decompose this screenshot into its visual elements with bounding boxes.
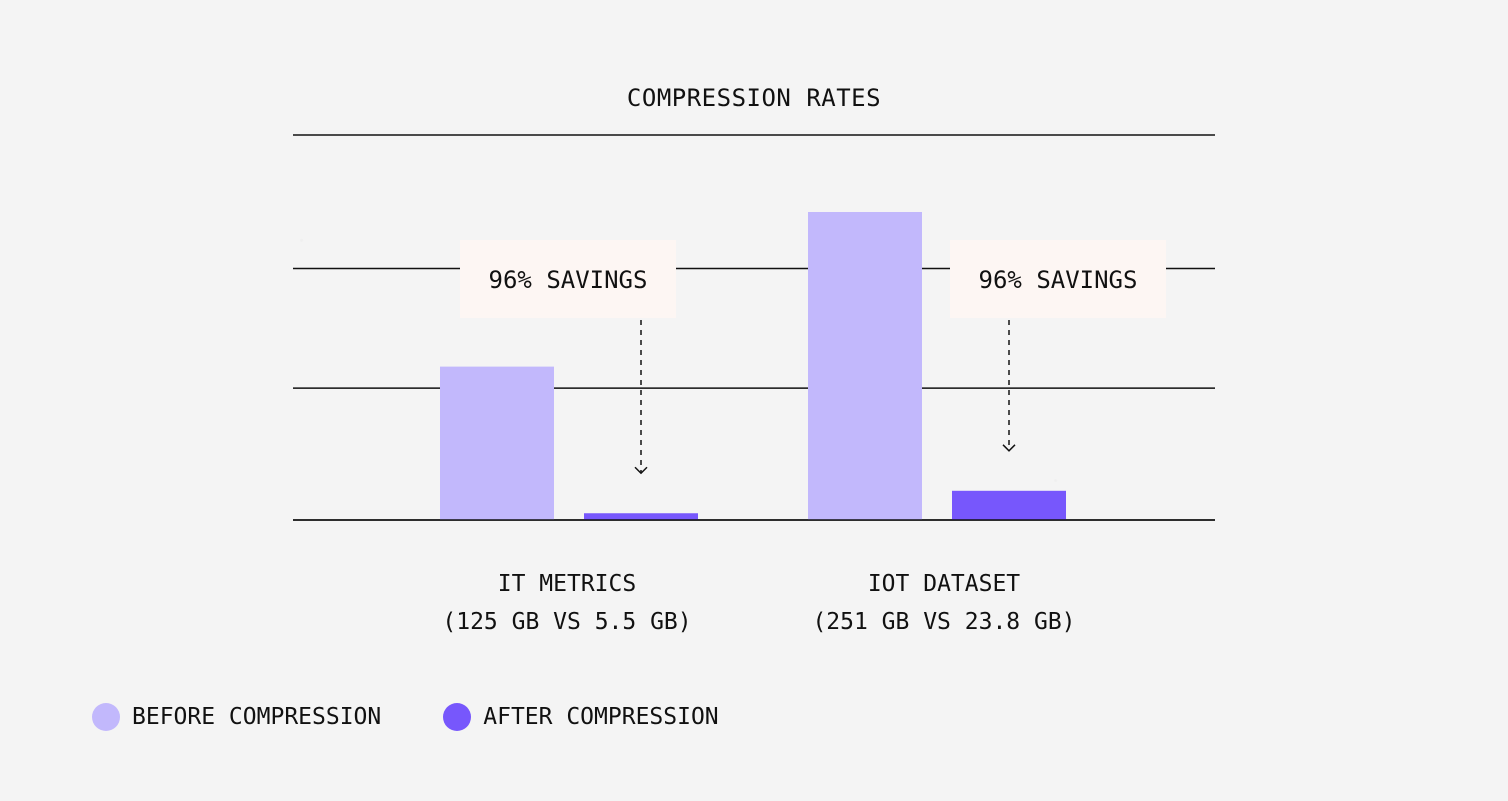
savings-arrow-head-0: [634, 466, 648, 475]
legend-swatch: [443, 703, 472, 731]
category-label-1: IOT DATASET: [868, 571, 1020, 597]
chart-title: COMPRESSION RATES: [627, 84, 881, 112]
category-label-0: IT METRICS: [498, 571, 636, 597]
legend: BEFORE COMPRESSION AFTER COMPRESSION: [92, 702, 781, 732]
savings-label-1: 96% SAVINGS: [979, 266, 1138, 294]
bar-after-1: [952, 490, 1066, 520]
legend-item-before: BEFORE COMPRESSION: [92, 703, 381, 731]
legend-item-after: AFTER COMPRESSION: [443, 703, 719, 731]
legend-swatch: [92, 703, 120, 731]
bar-before-1: [808, 212, 922, 520]
bar-after-0: [584, 513, 698, 520]
savings-box-0: [460, 240, 676, 318]
legend-label: AFTER COMPRESSION: [483, 704, 719, 730]
category-sublabel-1: (251 GB VS 23.8 GB): [812, 609, 1075, 635]
legend-label: BEFORE COMPRESSION: [132, 704, 382, 730]
savings-arrow-head-1: [1002, 444, 1016, 452]
bar-before-0: [440, 366, 554, 520]
savings-label-0: 96% SAVINGS: [489, 266, 648, 294]
category-sublabel-0: (125 GB VS 5.5 GB): [442, 609, 691, 635]
savings-box-1: [950, 240, 1166, 318]
